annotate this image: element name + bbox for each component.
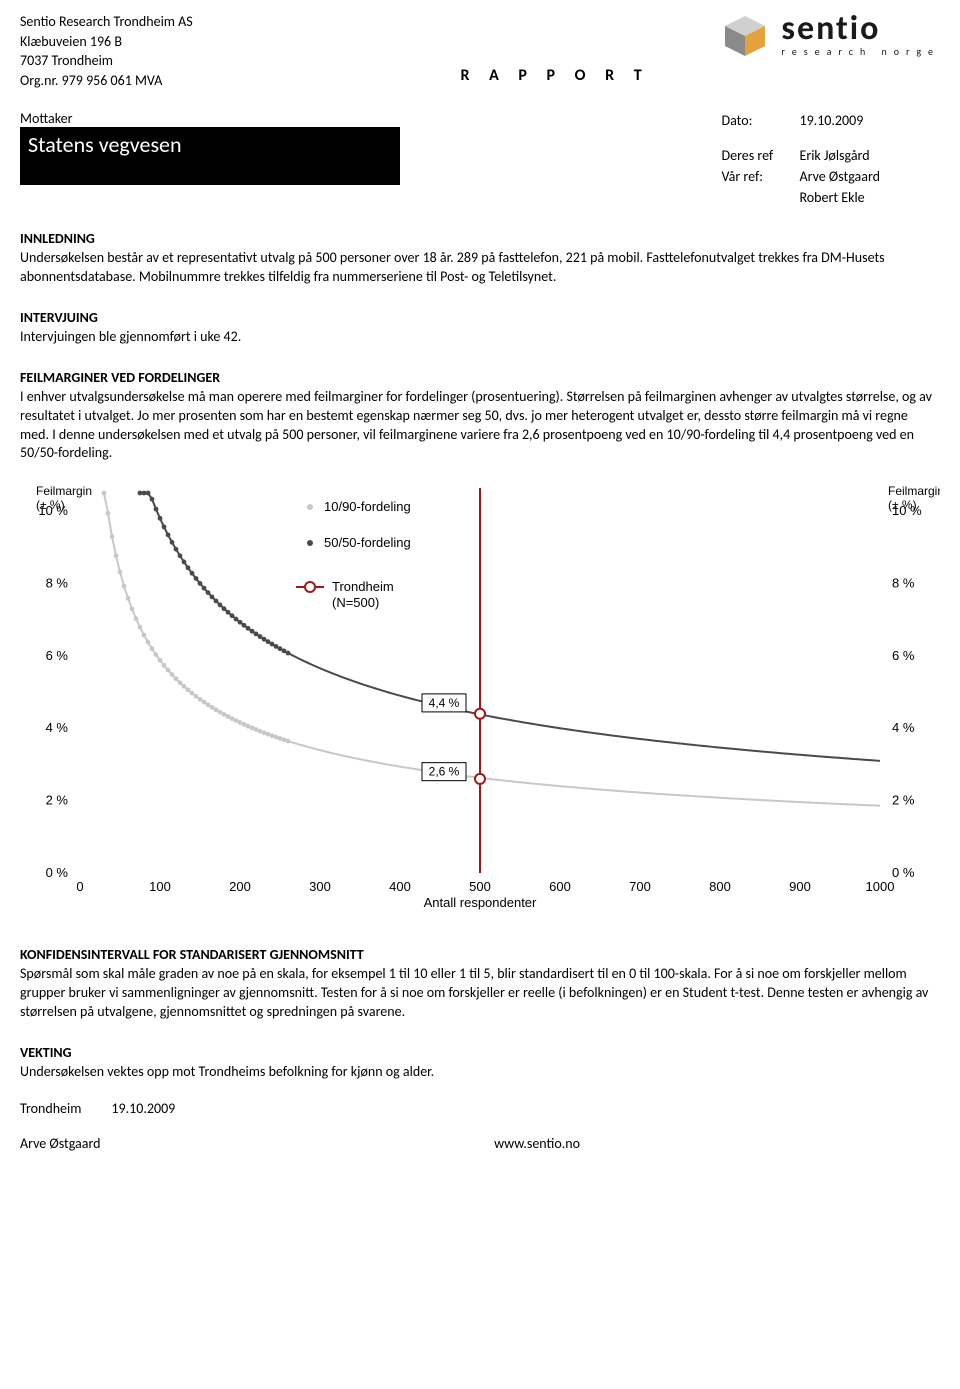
svg-text:600: 600 (549, 879, 571, 894)
ref-block: Dato: 19.10.2009 Deres ref Erik Jølsgård… (721, 110, 880, 208)
var-value2: Robert Ekle (799, 187, 864, 208)
section-intervju: INTERVJUING Intervjuingen ble gjennomfør… (20, 309, 940, 347)
feilmargin-chart: 0 %0 %2 %2 %4 %4 %6 %6 %8 %8 %10 %10 %01… (20, 473, 940, 928)
svg-text:300: 300 (309, 879, 331, 894)
intervju-heading: INTERVJUING (20, 309, 940, 328)
recipient-block: Mottaker Statens vegvesen (20, 110, 400, 208)
report-title: R A P P O R T (460, 66, 649, 85)
svg-text:8 %: 8 % (46, 576, 69, 591)
footer-sign: Arve Østgaard www.sentio.no (20, 1135, 580, 1152)
konf-text: Spørsmål som skal måle graden av noe på … (20, 965, 940, 1022)
svg-text:0 %: 0 % (46, 865, 69, 880)
feilm-text: I enhver utvalgsundersøkelse må man oper… (20, 388, 940, 464)
deres-label: Deres ref (721, 145, 791, 166)
svg-text:500: 500 (469, 879, 491, 894)
svg-text:Feilmargin: Feilmargin (36, 484, 92, 498)
svg-text:Feilmargin: Feilmargin (888, 484, 940, 498)
svg-text:(± %): (± %) (36, 498, 65, 512)
company-info: Sentio Research Trondheim AS Klæbuveien … (20, 12, 193, 90)
svg-text:700: 700 (629, 879, 651, 894)
svg-text:2 %: 2 % (892, 793, 915, 808)
logo-sub: research norge (781, 45, 940, 58)
svg-text:(N=500): (N=500) (332, 595, 379, 610)
logo: sentio research norge (717, 12, 940, 60)
header: Sentio Research Trondheim AS Klæbuveien … (20, 12, 940, 90)
svg-text:Antall respondenter: Antall respondenter (424, 895, 537, 910)
svg-text:1000: 1000 (866, 879, 895, 894)
svg-text:2,6 %: 2,6 % (429, 765, 460, 779)
svg-text:50/50-fordeling: 50/50-fordeling (324, 535, 411, 550)
dato-label: Dato: (721, 110, 791, 131)
svg-text:2 %: 2 % (46, 793, 69, 808)
deres-value: Erik Jølsgård (799, 145, 869, 166)
logo-icon (717, 12, 773, 60)
footer-signer: Arve Østgaard (20, 1135, 101, 1152)
var-label: Vår ref: (721, 166, 791, 187)
logo-text: sentio research norge (781, 14, 940, 58)
footer-date: 19.10.2009 (111, 1100, 175, 1117)
svg-text:6 %: 6 % (46, 648, 69, 663)
feilm-heading: FEILMARGINER VED FORDELINGER (20, 369, 940, 388)
svg-text:6 %: 6 % (892, 648, 915, 663)
var-value1: Arve Østgaard (799, 166, 880, 187)
svg-text:0 %: 0 % (892, 865, 915, 880)
company-name: Sentio Research Trondheim AS (20, 12, 193, 32)
svg-text:4 %: 4 % (46, 721, 69, 736)
section-konfidens: KONFIDENSINTERVALL FOR STANDARISERT GJEN… (20, 946, 940, 1022)
section-feilmarginer: FEILMARGINER VED FORDELINGER I enhver ut… (20, 369, 940, 463)
section-innledning: INNLEDNING Undersøkelsen består av et re… (20, 230, 940, 287)
svg-text:4 %: 4 % (892, 721, 915, 736)
logo-main: sentio (781, 14, 940, 45)
innledning-text: Undersøkelsen består av et representativ… (20, 249, 940, 287)
svg-text:(± %): (± %) (888, 498, 917, 512)
svg-text:200: 200 (229, 879, 251, 894)
vekt-text: Undersøkelsen vektes opp mot Trondheims … (20, 1063, 940, 1082)
meta-row: Mottaker Statens vegvesen Dato: 19.10.20… (20, 110, 940, 208)
svg-text:10/90-fordeling: 10/90-fordeling (324, 499, 411, 514)
svg-text:0: 0 (76, 879, 83, 894)
konf-heading: KONFIDENSINTERVALL FOR STANDARISERT GJEN… (20, 946, 940, 965)
company-city: 7037 Trondheim (20, 51, 193, 71)
vekt-heading: VEKTING (20, 1044, 940, 1063)
recipient-name: Statens vegvesen (20, 127, 400, 185)
innledning-heading: INNLEDNING (20, 230, 940, 249)
svg-text:4,4 %: 4,4 % (429, 696, 460, 710)
dato-value: 19.10.2009 (799, 110, 863, 131)
svg-text:8 %: 8 % (892, 576, 915, 591)
footer-place-date: Trondheim 19.10.2009 (20, 1100, 940, 1117)
company-street: Klæbuveien 196 B (20, 32, 193, 52)
svg-text:100: 100 (149, 879, 171, 894)
footer-url: www.sentio.no (494, 1135, 580, 1152)
recipient-label: Mottaker (20, 110, 400, 127)
intervju-text: Intervjuingen ble gjennomført i uke 42. (20, 328, 940, 347)
company-orgnr: Org.nr. 979 956 061 MVA (20, 71, 193, 91)
svg-text:Trondheim: Trondheim (332, 579, 394, 594)
section-vekting: VEKTING Undersøkelsen vektes opp mot Tro… (20, 1044, 940, 1082)
svg-text:900: 900 (789, 879, 811, 894)
svg-text:400: 400 (389, 879, 411, 894)
svg-text:800: 800 (709, 879, 731, 894)
footer-place: Trondheim (20, 1100, 81, 1117)
